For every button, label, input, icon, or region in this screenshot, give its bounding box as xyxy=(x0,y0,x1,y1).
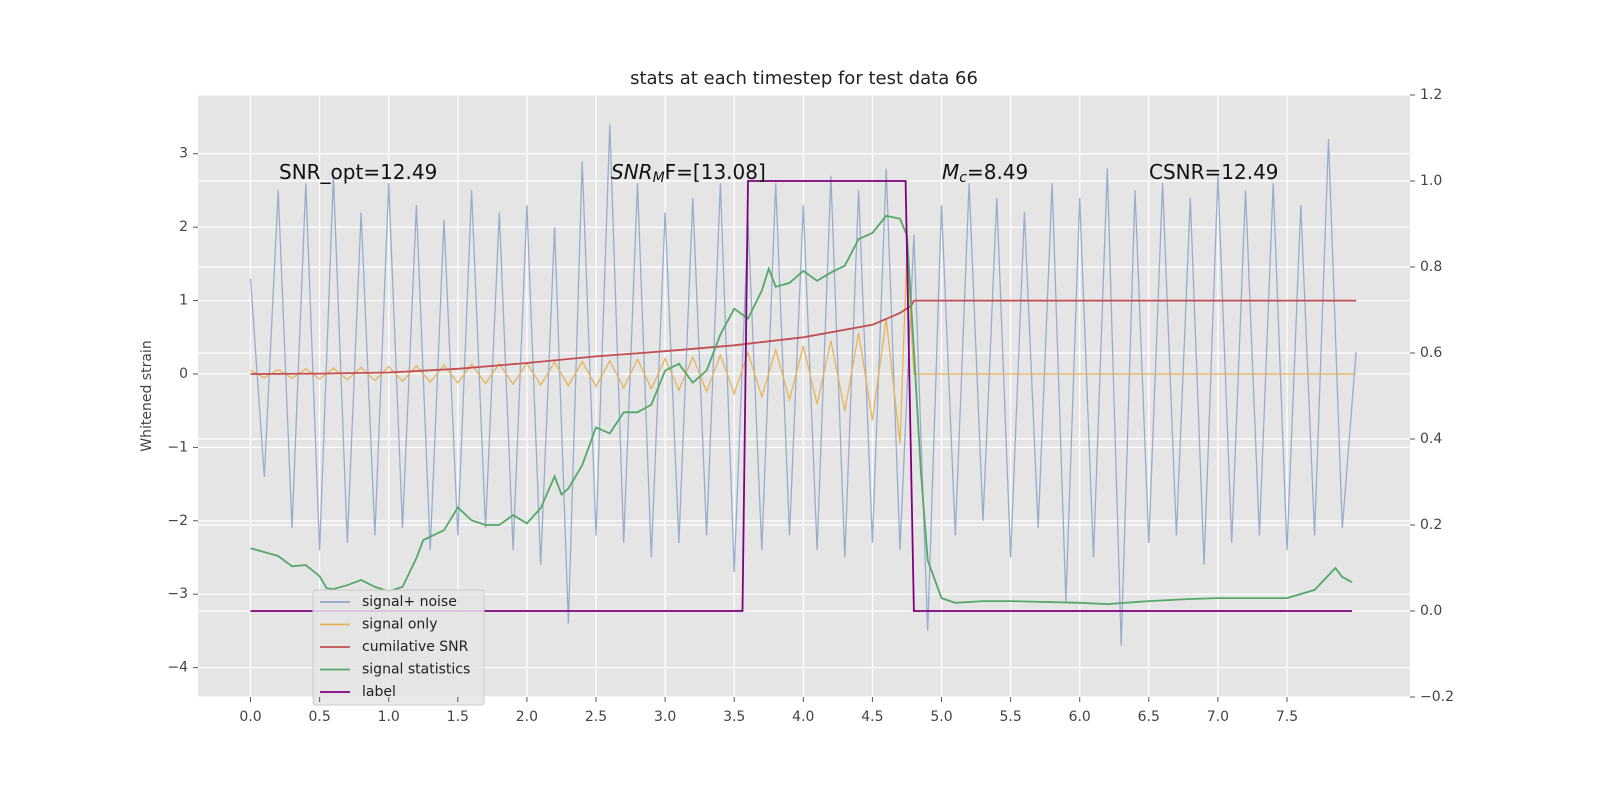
y-tick-label: −2 xyxy=(167,513,188,529)
series-line xyxy=(249,124,1357,646)
x-tick-label: 3.0 xyxy=(654,709,676,725)
legend-box xyxy=(312,589,485,706)
y2-tick-label: 0.0 xyxy=(1420,603,1442,619)
y2-tick-label: 1.0 xyxy=(1420,173,1442,189)
annotation-part: =8.49 xyxy=(967,160,1028,184)
annotation-part: M xyxy=(942,160,959,184)
legend: signal+ noise signal only cumilative SNR si… xyxy=(312,589,485,706)
y2-tick-label: 0.8 xyxy=(1420,259,1442,275)
legend-label: signal statistics xyxy=(362,662,470,678)
annotation-part: SNR xyxy=(611,160,653,184)
series-line xyxy=(250,299,1357,375)
x-tick-label: 4.5 xyxy=(861,709,883,725)
x-tick-label: 6.5 xyxy=(1138,709,1160,725)
y-tick-label: −3 xyxy=(167,586,188,602)
x-tick-label: 4.0 xyxy=(792,709,814,725)
annotation: SNR_opt=12.49 xyxy=(279,160,437,184)
marks xyxy=(249,124,1357,646)
x-tick-label: 0.0 xyxy=(239,709,261,725)
x-tick-label: 1.0 xyxy=(378,709,400,725)
annotation-part: F=[13.08] xyxy=(665,160,766,184)
y2-tick-label: 0.4 xyxy=(1420,431,1442,447)
y2-tick-label: 0.6 xyxy=(1420,345,1442,361)
y2-tick-label: 1.2 xyxy=(1420,87,1442,103)
x-tick-label: 0.5 xyxy=(308,709,330,725)
y2-tick-label: 0.2 xyxy=(1420,517,1442,533)
x-tick-label: 7.5 xyxy=(1276,709,1298,725)
annotation-part: M xyxy=(653,170,665,186)
y-axis-label: Whitened strain xyxy=(139,340,155,451)
series-line xyxy=(250,214,1353,606)
annotation-part: SNR_opt=12.49 xyxy=(279,160,437,184)
x-tick-label: 7.0 xyxy=(1207,709,1229,725)
x-tick-label: 2.0 xyxy=(516,709,538,725)
x-tick-label: 2.5 xyxy=(585,709,607,725)
legend-label: label xyxy=(362,684,396,700)
annotation: SNRMF=[13.08] xyxy=(611,160,766,187)
x-tick-label: 6.0 xyxy=(1069,709,1091,725)
y2-tick-label: −0.2 xyxy=(1420,689,1454,705)
legend-label: signal only xyxy=(362,617,437,633)
x-tick-label: 5.0 xyxy=(930,709,952,725)
series-line xyxy=(250,180,1352,612)
annotation: Mc=8.49 xyxy=(942,160,1028,187)
x-tick-label: 5.5 xyxy=(999,709,1021,725)
y-tick-label: 2 xyxy=(179,219,188,235)
legend-label: signal+ noise xyxy=(362,594,457,610)
y-tick-label: −1 xyxy=(167,439,188,455)
chart-title: stats at each timestep for test data 66 xyxy=(630,68,978,89)
annotation-part: c xyxy=(959,170,967,186)
y-tick-label: 0 xyxy=(179,366,188,382)
y-tick-label: −4 xyxy=(167,660,188,676)
annotations: SNR_opt=12.49 SNRMF=[13.08] Mc=8.49 CSNR=12… xyxy=(279,160,1279,187)
annotation-part: CSNR=12.49 xyxy=(1149,160,1279,184)
series-line xyxy=(250,249,1357,444)
y-tick-label: 3 xyxy=(179,146,188,162)
x-tick-label: 3.5 xyxy=(723,709,745,725)
x-tick-label: 1.5 xyxy=(447,709,469,725)
y-tick-label: 1 xyxy=(179,293,188,309)
legend-label: cumilative SNR xyxy=(362,639,469,655)
annotation: CSNR=12.49 xyxy=(1149,160,1279,184)
